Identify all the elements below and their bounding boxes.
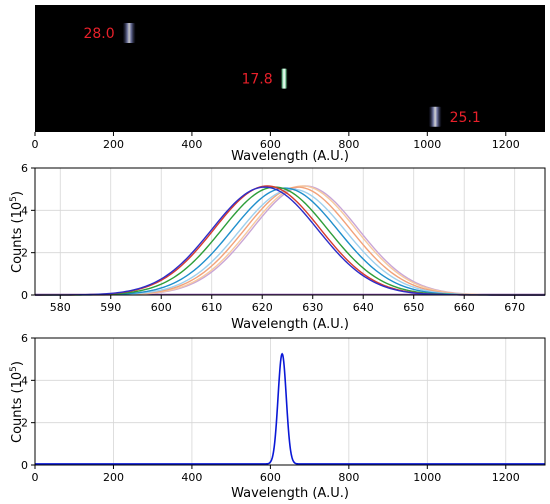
x-tick-label: 590	[100, 301, 121, 314]
y-ticks: 0 2 4 6	[21, 332, 35, 472]
y-ticks: 0 2 4 6	[21, 162, 35, 302]
x-tick-label: 650	[403, 301, 424, 314]
series-line	[35, 185, 545, 296]
single-spectrum-panel: 0 200 400 600 800 1000 1200 0 2 4 6 Wavelength (A…	[9, 332, 546, 501]
x-tick-label: 200	[103, 138, 124, 151]
series-line	[35, 185, 545, 296]
x-tick-label: 800	[338, 471, 359, 484]
x-tick-label: 800	[338, 138, 359, 151]
y-axis-label: Counts (105)	[9, 361, 25, 443]
x-tick-label: 660	[454, 301, 475, 314]
spot	[122, 22, 136, 43]
y-tick-label: 2	[21, 247, 28, 260]
y-axis-label-main: Counts (10	[10, 372, 25, 443]
x-tick-label: 620	[252, 301, 273, 314]
y-axis-label-exponent: 5	[9, 196, 19, 202]
y-axis-label: Counts (105)	[9, 191, 25, 273]
y-axis-label-close: )	[10, 191, 25, 196]
spot-label: 28.0	[83, 26, 114, 42]
x-axis-label: Wavelength (A.U.)	[231, 486, 349, 501]
x-tick-label: 400	[181, 471, 202, 484]
plot-frame	[34, 167, 546, 296]
spectral-image-panel: 28.0 17.8 25.1 0 200 400 600 800 1000 1200 Wavel…	[32, 5, 545, 164]
x-tick-label: 1000	[413, 471, 441, 484]
spot	[428, 106, 442, 127]
x-axis-label: Wavelength (A.U.)	[231, 317, 349, 332]
y-tick-label: 4	[21, 204, 28, 217]
x-ticks: 0 200 400 600 800 1000 1200	[32, 465, 520, 484]
x-tick-label: 580	[50, 301, 71, 314]
x-tick-label: 0	[32, 471, 39, 484]
image-background	[35, 5, 545, 132]
grid	[35, 167, 545, 296]
y-axis-label-close: )	[10, 361, 25, 366]
x-ticks: 0 200 400 600 800 1000 1200	[32, 132, 520, 151]
series-line	[35, 188, 545, 296]
x-tick-label: 1000	[413, 138, 441, 151]
x-tick-label: 1200	[492, 471, 520, 484]
series-lines	[35, 185, 545, 296]
x-tick-label: 200	[103, 471, 124, 484]
overlaid-spectra-panel: 580 590 600 610 620 630 640 650 660 670 0 2 4 6 Wave…	[9, 162, 546, 332]
x-tick-label: 610	[201, 301, 222, 314]
x-tick-label: 600	[151, 301, 172, 314]
series-line	[35, 185, 545, 296]
y-tick-label: 2	[21, 417, 28, 430]
y-tick-label: 6	[21, 332, 28, 345]
y-axis-label-exponent: 5	[9, 366, 19, 372]
series-line	[35, 187, 545, 296]
series-lines	[35, 352, 545, 465]
y-tick-label: 4	[21, 374, 28, 387]
x-tick-label: 640	[353, 301, 374, 314]
spot	[280, 68, 288, 89]
x-tick-label: 0	[32, 138, 39, 151]
x-tick-label: 400	[181, 138, 202, 151]
y-tick-label: 6	[21, 162, 28, 175]
y-tick-label: 0	[21, 289, 28, 302]
y-tick-label: 0	[21, 459, 28, 472]
x-tick-label: 630	[302, 301, 323, 314]
series-line	[35, 186, 545, 296]
x-tick-label: 600	[260, 471, 281, 484]
x-tick-label: 600	[260, 138, 281, 151]
y-axis-label-main: Counts (10	[10, 202, 25, 273]
x-tick-label: 1200	[492, 138, 520, 151]
series-line	[35, 186, 545, 296]
x-ticks: 580 590 600 610 620 630 640 650 660 670	[50, 295, 525, 314]
spot-label: 17.8	[241, 72, 272, 88]
x-axis-label: Wavelength (A.U.)	[231, 149, 349, 164]
spots-layer: 28.0 17.8 25.1	[83, 22, 481, 127]
series-line	[35, 352, 545, 465]
series-line	[35, 186, 545, 296]
x-tick-label: 670	[504, 301, 525, 314]
plot-frame	[34, 337, 546, 466]
spot-label: 25.1	[450, 110, 481, 126]
